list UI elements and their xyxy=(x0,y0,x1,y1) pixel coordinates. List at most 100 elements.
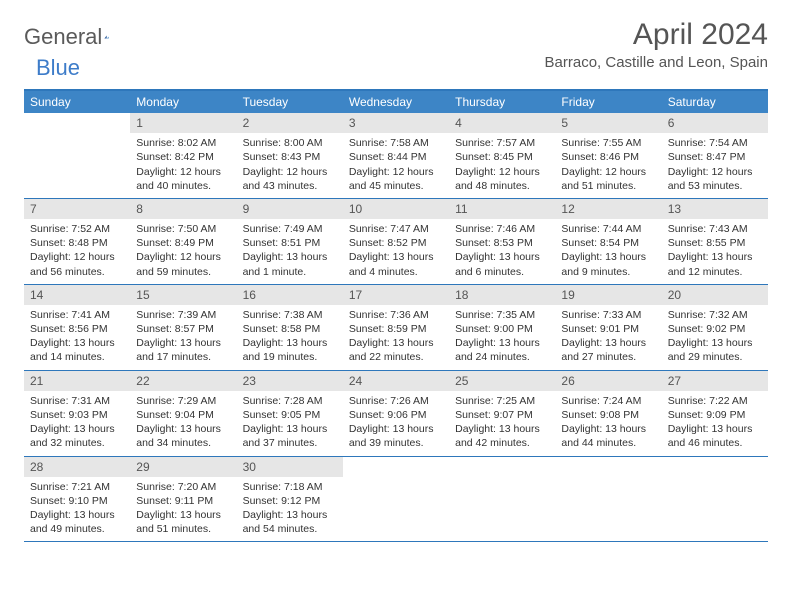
sunset-text: Sunset: 9:04 PM xyxy=(136,408,230,422)
sunrise-text: Sunrise: 7:52 AM xyxy=(30,222,124,236)
day-body: Sunrise: 7:44 AMSunset: 8:54 PMDaylight:… xyxy=(555,219,661,284)
day-cell: 15Sunrise: 7:39 AMSunset: 8:57 PMDayligh… xyxy=(130,285,236,370)
daylight-line2: and 39 minutes. xyxy=(349,436,443,450)
month-title: April 2024 xyxy=(545,18,768,52)
daylight-line1: Daylight: 13 hours xyxy=(455,422,549,436)
daylight-line1: Daylight: 12 hours xyxy=(455,165,549,179)
day-cell xyxy=(662,457,768,542)
day-body xyxy=(343,461,449,469)
day-body: Sunrise: 7:31 AMSunset: 9:03 PMDaylight:… xyxy=(24,391,130,456)
dow-cell: Sunday xyxy=(24,91,130,113)
daylight-line1: Daylight: 13 hours xyxy=(561,336,655,350)
daylight-line1: Daylight: 12 hours xyxy=(668,165,762,179)
daylight-line1: Daylight: 13 hours xyxy=(349,422,443,436)
week-row: 21Sunrise: 7:31 AMSunset: 9:03 PMDayligh… xyxy=(24,371,768,457)
sunrise-text: Sunrise: 7:25 AM xyxy=(455,394,549,408)
title-block: April 2024 Barraco, Castille and Leon, S… xyxy=(545,18,768,77)
day-number: 1 xyxy=(130,113,236,133)
sunset-text: Sunset: 8:56 PM xyxy=(30,322,124,336)
brand-text-part1: General xyxy=(24,24,102,50)
day-body: Sunrise: 8:00 AMSunset: 8:43 PMDaylight:… xyxy=(237,133,343,198)
sunrise-text: Sunrise: 7:36 AM xyxy=(349,308,443,322)
day-number: 16 xyxy=(237,285,343,305)
daylight-line1: Daylight: 12 hours xyxy=(30,250,124,264)
day-body xyxy=(662,461,768,469)
sunrise-text: Sunrise: 7:41 AM xyxy=(30,308,124,322)
calendar-grid: SundayMondayTuesdayWednesdayThursdayFrid… xyxy=(24,89,768,542)
day-body: Sunrise: 7:47 AMSunset: 8:52 PMDaylight:… xyxy=(343,219,449,284)
sunset-text: Sunset: 8:49 PM xyxy=(136,236,230,250)
sunrise-text: Sunrise: 7:31 AM xyxy=(30,394,124,408)
day-cell: 6Sunrise: 7:54 AMSunset: 8:47 PMDaylight… xyxy=(662,113,768,198)
day-body: Sunrise: 7:22 AMSunset: 9:09 PMDaylight:… xyxy=(662,391,768,456)
dow-cell: Saturday xyxy=(662,91,768,113)
sunset-text: Sunset: 8:43 PM xyxy=(243,150,337,164)
day-cell: 24Sunrise: 7:26 AMSunset: 9:06 PMDayligh… xyxy=(343,371,449,456)
day-number: 8 xyxy=(130,199,236,219)
day-number: 21 xyxy=(24,371,130,391)
sunset-text: Sunset: 8:54 PM xyxy=(561,236,655,250)
day-cell: 23Sunrise: 7:28 AMSunset: 9:05 PMDayligh… xyxy=(237,371,343,456)
sunrise-text: Sunrise: 7:46 AM xyxy=(455,222,549,236)
day-number: 4 xyxy=(449,113,555,133)
day-body: Sunrise: 7:57 AMSunset: 8:45 PMDaylight:… xyxy=(449,133,555,198)
week-row: 7Sunrise: 7:52 AMSunset: 8:48 PMDaylight… xyxy=(24,199,768,285)
day-cell: 19Sunrise: 7:33 AMSunset: 9:01 PMDayligh… xyxy=(555,285,661,370)
brand-sail-icon xyxy=(104,27,109,47)
daylight-line1: Daylight: 13 hours xyxy=(561,250,655,264)
day-cell: 2Sunrise: 8:00 AMSunset: 8:43 PMDaylight… xyxy=(237,113,343,198)
daylight-line2: and 45 minutes. xyxy=(349,179,443,193)
sunset-text: Sunset: 9:11 PM xyxy=(136,494,230,508)
sunrise-text: Sunrise: 7:58 AM xyxy=(349,136,443,150)
day-cell: 8Sunrise: 7:50 AMSunset: 8:49 PMDaylight… xyxy=(130,199,236,284)
sunrise-text: Sunrise: 7:55 AM xyxy=(561,136,655,150)
day-body: Sunrise: 8:02 AMSunset: 8:42 PMDaylight:… xyxy=(130,133,236,198)
daylight-line2: and 32 minutes. xyxy=(30,436,124,450)
day-body: Sunrise: 7:41 AMSunset: 8:56 PMDaylight:… xyxy=(24,305,130,370)
sunset-text: Sunset: 9:09 PM xyxy=(668,408,762,422)
sunset-text: Sunset: 8:51 PM xyxy=(243,236,337,250)
daylight-line2: and 1 minute. xyxy=(243,265,337,279)
day-number: 3 xyxy=(343,113,449,133)
sunrise-text: Sunrise: 7:29 AM xyxy=(136,394,230,408)
day-body: Sunrise: 7:21 AMSunset: 9:10 PMDaylight:… xyxy=(24,477,130,542)
sunset-text: Sunset: 9:02 PM xyxy=(668,322,762,336)
sunrise-text: Sunrise: 7:35 AM xyxy=(455,308,549,322)
brand-text-part2: Blue xyxy=(36,55,80,81)
day-cell: 16Sunrise: 7:38 AMSunset: 8:58 PMDayligh… xyxy=(237,285,343,370)
day-cell: 10Sunrise: 7:47 AMSunset: 8:52 PMDayligh… xyxy=(343,199,449,284)
sunset-text: Sunset: 9:03 PM xyxy=(30,408,124,422)
daylight-line2: and 27 minutes. xyxy=(561,350,655,364)
daylight-line2: and 54 minutes. xyxy=(243,522,337,536)
day-cell: 14Sunrise: 7:41 AMSunset: 8:56 PMDayligh… xyxy=(24,285,130,370)
dow-cell: Tuesday xyxy=(237,91,343,113)
day-number: 19 xyxy=(555,285,661,305)
dow-cell: Monday xyxy=(130,91,236,113)
daylight-line2: and 48 minutes. xyxy=(455,179,549,193)
sunset-text: Sunset: 8:53 PM xyxy=(455,236,549,250)
day-cell: 30Sunrise: 7:18 AMSunset: 9:12 PMDayligh… xyxy=(237,457,343,542)
daylight-line2: and 14 minutes. xyxy=(30,350,124,364)
sunrise-text: Sunrise: 7:28 AM xyxy=(243,394,337,408)
sunset-text: Sunset: 9:06 PM xyxy=(349,408,443,422)
day-number: 14 xyxy=(24,285,130,305)
daylight-line2: and 40 minutes. xyxy=(136,179,230,193)
sunrise-text: Sunrise: 7:44 AM xyxy=(561,222,655,236)
day-body: Sunrise: 7:28 AMSunset: 9:05 PMDaylight:… xyxy=(237,391,343,456)
day-number: 12 xyxy=(555,199,661,219)
daylight-line2: and 19 minutes. xyxy=(243,350,337,364)
day-body: Sunrise: 7:52 AMSunset: 8:48 PMDaylight:… xyxy=(24,219,130,284)
day-body: Sunrise: 7:55 AMSunset: 8:46 PMDaylight:… xyxy=(555,133,661,198)
sunset-text: Sunset: 8:55 PM xyxy=(668,236,762,250)
day-cell: 12Sunrise: 7:44 AMSunset: 8:54 PMDayligh… xyxy=(555,199,661,284)
daylight-line1: Daylight: 13 hours xyxy=(136,336,230,350)
daylight-line2: and 59 minutes. xyxy=(136,265,230,279)
day-body: Sunrise: 7:26 AMSunset: 9:06 PMDaylight:… xyxy=(343,391,449,456)
daylight-line2: and 24 minutes. xyxy=(455,350,549,364)
daylight-line1: Daylight: 13 hours xyxy=(455,336,549,350)
day-body: Sunrise: 7:29 AMSunset: 9:04 PMDaylight:… xyxy=(130,391,236,456)
day-number: 15 xyxy=(130,285,236,305)
day-body xyxy=(24,117,130,125)
day-body: Sunrise: 7:46 AMSunset: 8:53 PMDaylight:… xyxy=(449,219,555,284)
day-number: 30 xyxy=(237,457,343,477)
